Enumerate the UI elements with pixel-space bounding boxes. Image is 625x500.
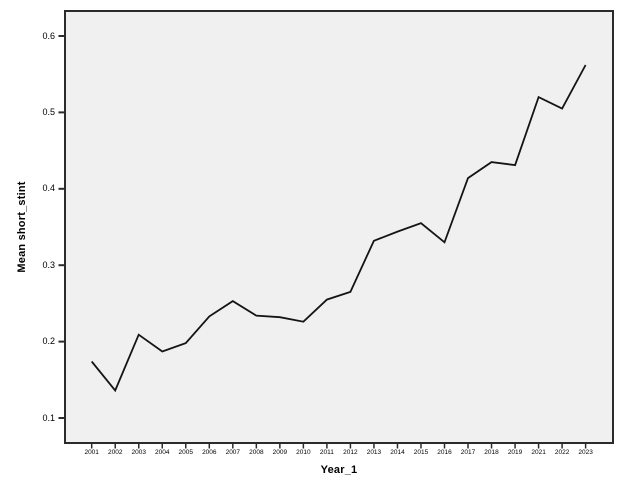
x-tick-label: 2005 [178, 449, 193, 456]
y-tick-label: 0.6 [42, 30, 55, 41]
x-tick-label: 2016 [437, 449, 452, 456]
y-tick-label: 0.2 [42, 336, 55, 347]
x-tick-label: 2021 [531, 449, 546, 456]
x-tick-label: 2018 [484, 449, 499, 456]
x-tick-label: 2011 [319, 449, 334, 456]
x-tick-label: 2004 [155, 449, 170, 456]
x-tick-label: 2022 [554, 449, 570, 456]
y-tick-label: 0.3 [42, 259, 55, 270]
x-tick-label: 2001 [84, 449, 99, 456]
x-tick-label: 2023 [578, 449, 593, 456]
x-axis-title: Year_1 [320, 464, 358, 476]
y-tick-label: 0.5 [42, 106, 55, 117]
x-tick-label: 2013 [366, 449, 382, 456]
x-tick-label: 2010 [296, 449, 311, 456]
x-tick-label: 2017 [460, 449, 476, 456]
x-tick-label: 2009 [272, 449, 288, 456]
y-tick-label: 0.1 [42, 412, 55, 423]
x-tick-label: 2019 [507, 449, 523, 456]
x-tick-label: 2003 [131, 449, 146, 456]
x-tick-label: 2008 [249, 449, 264, 456]
x-tick-label: 2015 [413, 449, 429, 456]
x-tick-label: 2007 [225, 449, 241, 456]
plot-frame [64, 10, 614, 444]
x-tick-label: 2014 [390, 449, 405, 456]
y-tick-label: 0.4 [42, 183, 55, 194]
x-tick-label: 2006 [202, 449, 217, 456]
x-tick-label: 2002 [107, 449, 123, 456]
mean-short-stint-line [91, 64, 587, 393]
x-tick-label: 2012 [343, 449, 358, 456]
